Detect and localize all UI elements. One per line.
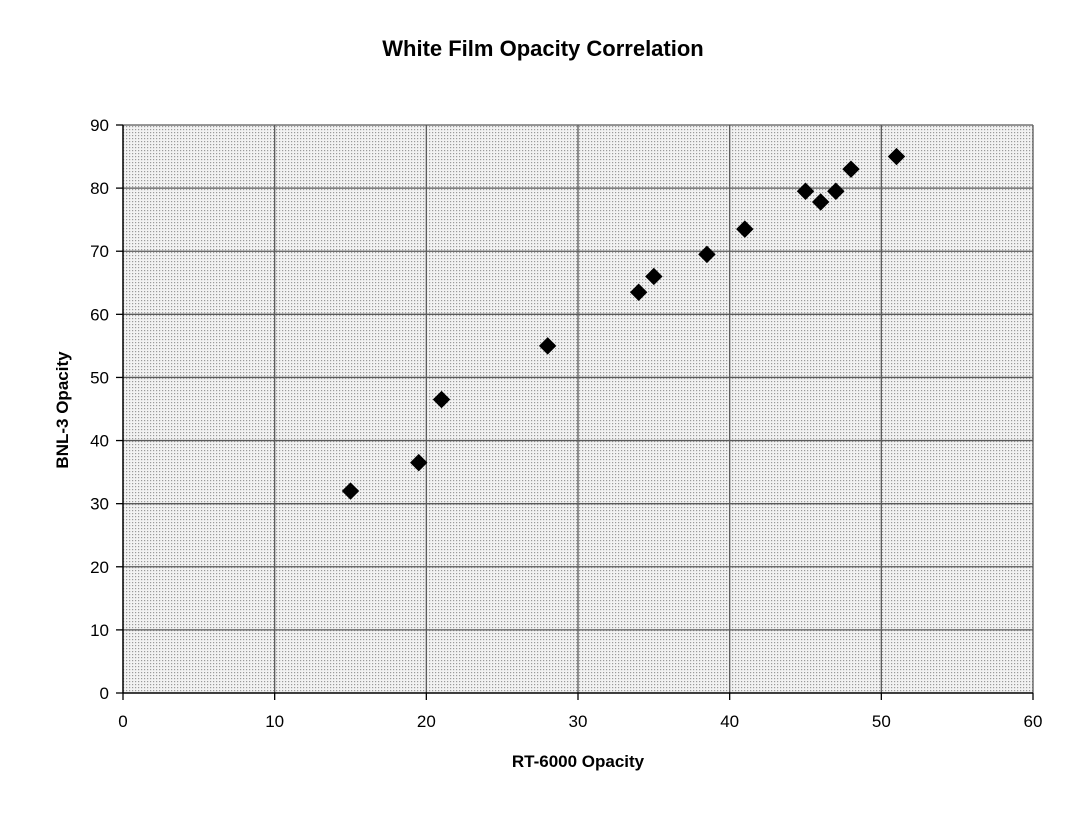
x-axis-ticks: 0 10 20 30 40 50 60 <box>118 693 1042 731</box>
y-tick-label: 80 <box>90 179 109 198</box>
y-tick-label: 90 <box>90 116 109 135</box>
data-point <box>811 193 830 211</box>
gridlines <box>123 124 1034 693</box>
y-tick-label: 30 <box>90 495 109 514</box>
data-point <box>645 267 663 286</box>
x-tick-label: 50 <box>872 712 891 731</box>
data-point <box>796 182 815 200</box>
y-axis-ticks: 0 10 20 30 40 50 60 70 80 90 <box>90 116 123 703</box>
data-point <box>887 147 906 166</box>
x-tick-label: 30 <box>569 712 588 731</box>
x-axis-label: RT-6000 Opacity <box>512 752 645 771</box>
x-tick-label: 40 <box>720 712 739 731</box>
data-point <box>341 482 360 500</box>
x-tick-label: 10 <box>265 712 284 731</box>
x-tick-label: 60 <box>1024 712 1043 731</box>
y-tick-label: 20 <box>90 558 109 577</box>
data-point <box>736 220 754 238</box>
x-tick-label: 0 <box>118 712 127 731</box>
x-tick-label: 20 <box>417 712 436 731</box>
data-point <box>842 160 860 178</box>
chart-title: White Film Opacity Correlation <box>382 36 703 61</box>
y-tick-label: 10 <box>90 621 109 640</box>
data-points <box>341 147 906 500</box>
data-point <box>538 337 557 355</box>
data-point <box>698 245 716 264</box>
y-tick-label: 70 <box>90 242 109 261</box>
data-point <box>827 182 845 200</box>
y-tick-label: 0 <box>100 684 109 703</box>
data-point <box>410 453 428 472</box>
y-tick-label: 40 <box>90 432 109 451</box>
y-tick-label: 50 <box>90 368 109 387</box>
data-point <box>629 283 648 301</box>
y-tick-label: 60 <box>90 305 109 324</box>
data-point <box>432 390 451 409</box>
y-axis-label: BNL-3 Opacity <box>53 351 72 469</box>
